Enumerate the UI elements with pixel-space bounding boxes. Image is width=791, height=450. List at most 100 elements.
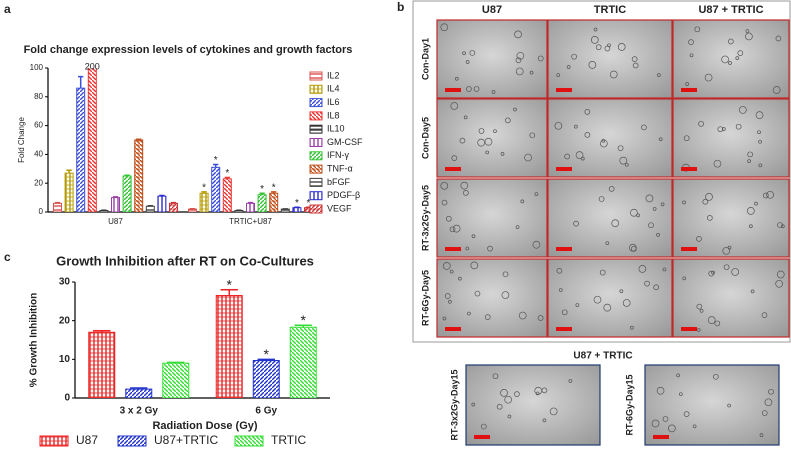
cell: [558, 288, 563, 292]
cell: [722, 246, 731, 255]
error-bar: [78, 75, 84, 89]
cell: [761, 410, 768, 416]
legend-swatch: [309, 138, 323, 147]
bar: [88, 331, 116, 398]
significance: *: [225, 168, 229, 179]
cell: [537, 55, 544, 62]
cell: [593, 295, 602, 304]
legend-swatch: [39, 435, 69, 447]
bar: [215, 295, 243, 398]
scale-bar: [681, 327, 697, 331]
cell: [648, 222, 654, 229]
scale-bar: [653, 435, 669, 439]
x-tick-label: U87: [108, 217, 123, 226]
legend-label: IL8: [327, 110, 340, 120]
cell: [619, 289, 624, 294]
bar: [76, 87, 86, 212]
cell: [532, 240, 541, 249]
cell: [651, 419, 660, 428]
cell: [556, 73, 561, 77]
bar: [87, 68, 97, 212]
cell: [480, 423, 487, 430]
cell: [450, 102, 459, 110]
bar: [162, 362, 190, 398]
x-axis-label: Radiation Dose (Gy): [152, 420, 257, 432]
micrograph: [672, 258, 790, 338]
y-tick-label: 30: [59, 277, 71, 288]
cell: [500, 389, 508, 397]
error-bar: [130, 387, 148, 390]
cell: [689, 53, 694, 58]
micrograph: [644, 364, 780, 446]
error-bar: [54, 201, 61, 204]
bar: [157, 195, 167, 212]
cell: [683, 135, 690, 142]
cell: [471, 402, 476, 407]
cell: [605, 241, 610, 246]
bar: [53, 202, 62, 212]
significance: *: [227, 276, 233, 292]
cell: [630, 246, 637, 252]
legend-swatch: [309, 111, 323, 121]
cell: [500, 152, 505, 156]
cell: [549, 407, 558, 416]
row-label: RT-3x2Gy-Day5: [420, 185, 430, 251]
error-bar: [170, 201, 177, 204]
legend-label: TNF-α: [327, 163, 353, 173]
bar: [145, 205, 155, 212]
cell: [516, 51, 525, 60]
cell: [514, 30, 522, 39]
cell: [529, 132, 536, 139]
significance: *: [272, 182, 276, 193]
cell: [676, 373, 680, 378]
cell: [685, 82, 690, 86]
cell: [759, 433, 764, 437]
cell: [598, 196, 605, 202]
scale-bar: [445, 247, 461, 251]
cell: [755, 111, 764, 119]
bar: [289, 326, 317, 398]
significance: *: [301, 312, 307, 328]
cell: [496, 403, 503, 410]
cell: [658, 137, 663, 142]
cell: [604, 45, 611, 52]
y-tick-label: 60: [34, 121, 43, 130]
cell: [630, 208, 638, 217]
cell: [660, 202, 665, 207]
row-label: RT-6Gy-Day15: [624, 374, 634, 435]
cell: [609, 70, 618, 79]
cell: [772, 86, 781, 94]
legend-label: PDGF-β: [327, 190, 360, 200]
y-tick-label: 0: [64, 393, 70, 404]
cell: [462, 51, 466, 56]
cell: [485, 150, 490, 155]
cell: [712, 373, 719, 380]
cell: [617, 145, 624, 152]
cell: [502, 271, 509, 278]
cell: [529, 70, 534, 75]
cell: [487, 245, 493, 252]
legend-swatch: [309, 84, 323, 94]
error-bar: [213, 163, 219, 168]
bar: [188, 208, 197, 212]
legend-swatch: [309, 124, 323, 134]
cell: [631, 56, 638, 62]
cell: [599, 269, 606, 276]
y-tick-label: 100: [30, 63, 44, 72]
cell: [449, 226, 456, 233]
y-tick-label: 20: [34, 178, 43, 187]
error-bar: [201, 191, 207, 194]
error-bar: [66, 169, 72, 174]
cell: [466, 86, 472, 92]
cell: [775, 279, 784, 288]
cell: [564, 153, 571, 160]
cell: [721, 127, 726, 131]
cell: [696, 328, 701, 332]
cell: [491, 90, 496, 94]
bar: [134, 139, 144, 212]
y-tick-label: 40: [34, 150, 43, 159]
cell: [573, 220, 579, 227]
column-header: U87: [482, 4, 502, 16]
cell: [593, 27, 598, 32]
bar: [246, 202, 255, 212]
